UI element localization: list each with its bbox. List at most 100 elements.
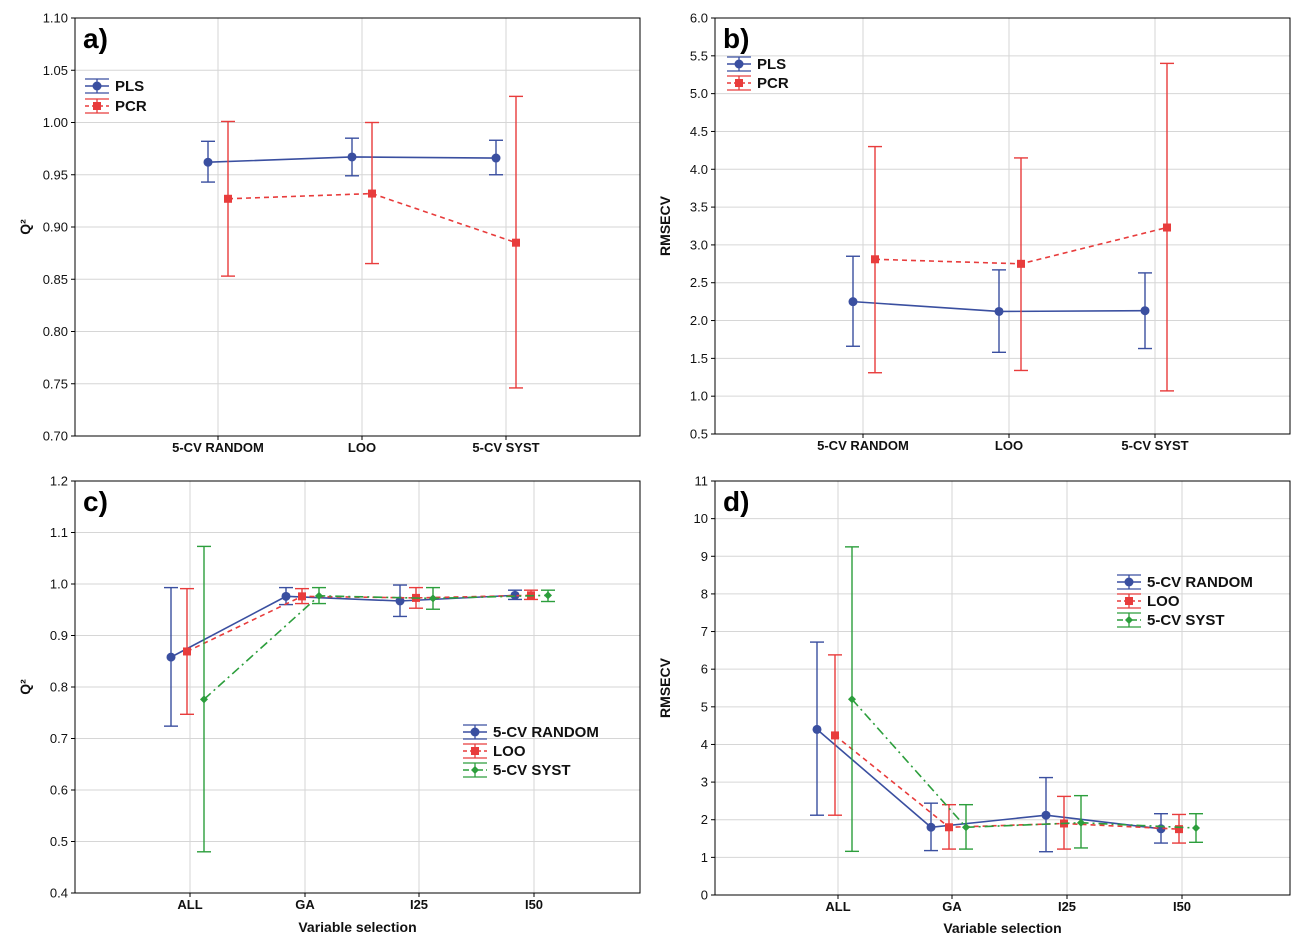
data-point [848, 297, 858, 307]
y-axis-label: Q² [17, 219, 33, 235]
data-point [1077, 818, 1085, 827]
y-tick-label: 1 [701, 850, 708, 865]
data-point [1163, 223, 1171, 232]
data-point [812, 724, 822, 734]
x-tick-label: LOO [348, 440, 376, 455]
legend-label: PLS [757, 56, 786, 73]
legend-marker [93, 102, 101, 110]
legend-label: LOO [493, 743, 526, 760]
data-point [368, 189, 376, 198]
legend-label: PCR [757, 75, 789, 92]
data-point [166, 652, 176, 662]
series-5-cv-syst [197, 545, 555, 853]
x-tick-label: I50 [1173, 899, 1191, 914]
panel-label: b) [723, 23, 749, 54]
y-tick-label: 0.8 [50, 680, 68, 695]
y-tick-label: 1.2 [50, 474, 68, 489]
series-5-cv-random [810, 641, 1168, 853]
legend-marker [1125, 616, 1133, 624]
y-tick-label: 6.0 [690, 11, 708, 26]
series-line [203, 594, 549, 700]
series-line [816, 728, 1162, 830]
legend-marker [1125, 597, 1133, 605]
panel-d: 0 1 2 3 4 5 6 7 8 9 10 11 ALL GA I25 I50 RMSECV Variable … [657, 474, 1291, 936]
legend-label: 5-CV SYST [1147, 612, 1225, 629]
legend-label: 5-CV SYST [493, 762, 571, 779]
data-point [1041, 810, 1051, 820]
plot-frame [714, 480, 1291, 896]
legend: 5-CV RANDOM LOO 5-CV SYST [463, 724, 599, 779]
y-tick-label: 6 [701, 662, 708, 677]
panel-b: 0.5 1.0 1.5 2.0 2.5 3.0 3.5 4.0 4.5 5.0 5.5 6.0 5-CV… [657, 11, 1291, 453]
legend-marker [735, 79, 743, 87]
legend-item: 5-CV RANDOM [1117, 574, 1253, 591]
y-tick-label: 3.0 [690, 237, 708, 252]
x-tick-label: 5-CV RANDOM [817, 438, 909, 453]
y-tick-label: 0.85 [43, 272, 68, 287]
y-tick-label: 0.7 [50, 731, 68, 746]
y-tick-label: 5.5 [690, 48, 708, 63]
legend-item: LOO [1117, 593, 1180, 610]
y-tick-label: 11 [695, 474, 709, 489]
y-tick-label: 0.70 [43, 429, 68, 444]
legend-marker [470, 727, 480, 737]
data-point [298, 592, 306, 601]
legend-item: PLS [727, 56, 786, 73]
y-tick-label: 3 [701, 775, 708, 790]
series-line [851, 698, 1197, 829]
series-line [170, 594, 516, 658]
legend-item: PCR [85, 98, 147, 115]
data-point [994, 306, 1004, 316]
x-axis-label: Variable selection [298, 919, 416, 935]
y-tick-label: 1.0 [690, 389, 708, 404]
y-tick-label: 0.5 [50, 834, 68, 849]
data-point [848, 695, 856, 704]
y-tick-label: 1.10 [43, 11, 68, 26]
y-tick-label: 4 [701, 737, 708, 752]
y-tick-label: 2 [701, 812, 708, 827]
series-line [186, 594, 532, 653]
data-point [831, 731, 839, 740]
data-point [926, 822, 936, 832]
y-tick-label: 4.5 [690, 124, 708, 139]
data-point [203, 157, 213, 167]
series-5-cv-syst [845, 546, 1203, 853]
panel-label: c) [83, 486, 108, 517]
y-axis-label: RMSECV [657, 195, 673, 256]
y-tick-label: 2.5 [690, 275, 708, 290]
x-axis-label: Variable selection [943, 920, 1061, 936]
series-5-cv-random [164, 584, 522, 727]
y-tick-label: 10 [694, 511, 708, 526]
legend-item: PLS [85, 78, 144, 95]
legend-item: 5-CV SYST [463, 762, 571, 779]
y-tick-label: 0.9 [50, 628, 68, 643]
y-tick-label: 1.00 [43, 115, 68, 130]
legend: PLS PCR [85, 78, 147, 115]
x-tick-label: I50 [525, 897, 543, 912]
data-point [315, 591, 323, 600]
y-tick-label: 0.75 [43, 376, 68, 391]
data-point [183, 647, 191, 656]
data-point [1192, 824, 1200, 833]
y-tick-label: 8 [701, 586, 708, 601]
legend-marker [471, 747, 479, 755]
y-axis-label: RMSECV [657, 657, 673, 718]
legend-label: PLS [115, 78, 144, 95]
x-tick-label: GA [942, 899, 962, 914]
y-tick-label: 0.90 [43, 220, 68, 235]
x-tick-label: GA [295, 897, 315, 912]
y-tick-label: 3.5 [690, 200, 708, 215]
data-point [945, 823, 953, 832]
data-point [512, 238, 520, 247]
y-tick-label: 4.0 [690, 162, 708, 177]
data-point [347, 152, 357, 162]
series-loo [828, 654, 1186, 850]
y-tick-label: 5 [701, 699, 708, 714]
y-axis-label: Q² [17, 679, 33, 695]
x-tick-label: 5-CV SYST [472, 440, 539, 455]
x-tick-label: 5-CV RANDOM [172, 440, 264, 455]
data-point [1175, 825, 1183, 834]
data-point [871, 255, 879, 264]
data-point [429, 594, 437, 603]
